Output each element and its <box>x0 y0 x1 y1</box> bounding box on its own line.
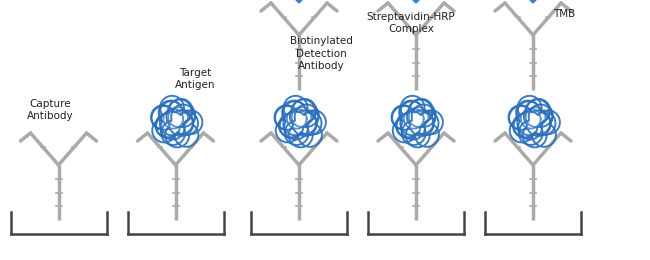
Polygon shape <box>291 0 307 3</box>
Text: Capture
Antibody: Capture Antibody <box>27 99 74 121</box>
Text: Streptavidin-HRP
Complex: Streptavidin-HRP Complex <box>367 12 455 34</box>
Polygon shape <box>408 0 424 3</box>
Polygon shape <box>525 0 541 3</box>
Text: TMB: TMB <box>553 9 575 19</box>
Text: Target
Antigen: Target Antigen <box>176 68 216 90</box>
Text: Biotinylated
Detection
Antibody: Biotinylated Detection Antibody <box>289 36 352 71</box>
